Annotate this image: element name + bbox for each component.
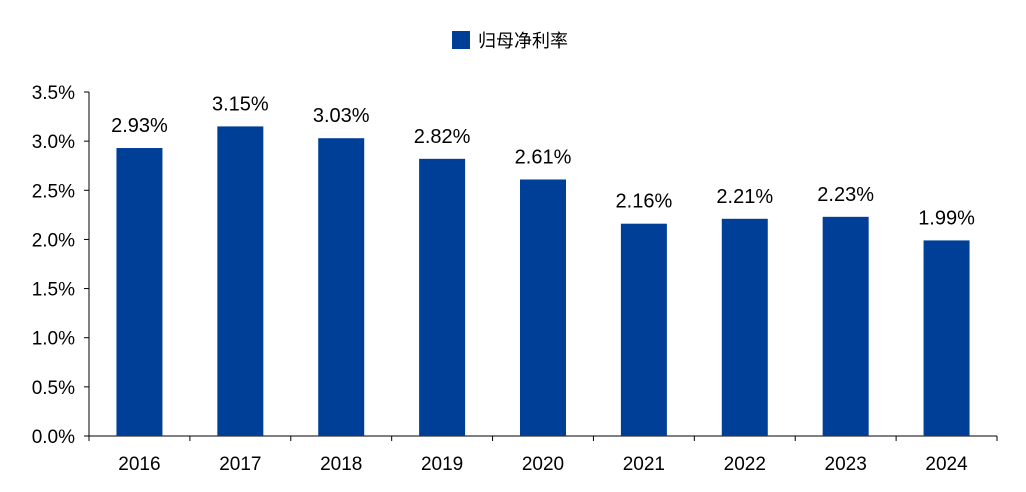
y-tick-label: 3.0% [32,132,75,153]
data-label: 2.93% [111,115,168,137]
y-tick-label: 0.5% [32,378,75,399]
bar [620,223,667,436]
data-label: 1.99% [918,207,975,229]
data-labels: 2.93% 3.15% 3.03% 2.82% 2.61% 2.16% 2.21% 2.23%… [111,93,975,229]
x-tick-label: 2018 [320,454,362,475]
y-tick-label: 1.5% [32,280,75,301]
data-label: 2.82% [414,126,471,148]
bar [923,240,970,436]
x-tick-label: 2016 [118,454,160,475]
y-tick-label: 2.0% [32,230,75,251]
x-tick-label: 2023 [825,454,867,475]
bar [217,126,264,437]
x-tick-label: 2019 [421,454,463,475]
data-label: 2.16% [616,191,673,213]
x-tick-label: 2017 [219,454,261,475]
bar [520,179,566,436]
y-tick-label: 1.0% [32,329,75,350]
data-label: 2.61% [515,146,572,168]
y-tick-label: 3.5% [32,83,75,104]
legend-swatch [452,31,470,49]
data-label: 3.15% [212,93,269,115]
legend: 归母净利率 [452,31,568,52]
bar [822,216,869,436]
y-tick-label: 2.5% [32,181,75,202]
bar [419,158,466,436]
bars [116,126,970,437]
x-tick-label: 2021 [623,454,665,475]
y-tick-label: 0.0% [32,427,75,448]
y-axis-ticks: 0.0% 0.5% 1.0% 1.5% 2.0% 2.5% 3.0% 3.5% [32,83,89,448]
x-tick-label: 2024 [925,454,968,475]
data-label: 3.03% [313,105,370,127]
data-label: 2.23% [817,184,874,206]
bar [116,148,163,436]
bar [318,138,365,437]
data-label: 2.21% [716,186,773,208]
legend-label: 归母净利率 [478,31,568,52]
x-tick-label: 2020 [522,454,564,475]
bar [721,218,768,436]
x-tick-label: 2022 [724,454,766,475]
x-axis-ticks: 2016 2017 2018 2019 2020 2021 2022 2023 2024 [88,436,998,475]
